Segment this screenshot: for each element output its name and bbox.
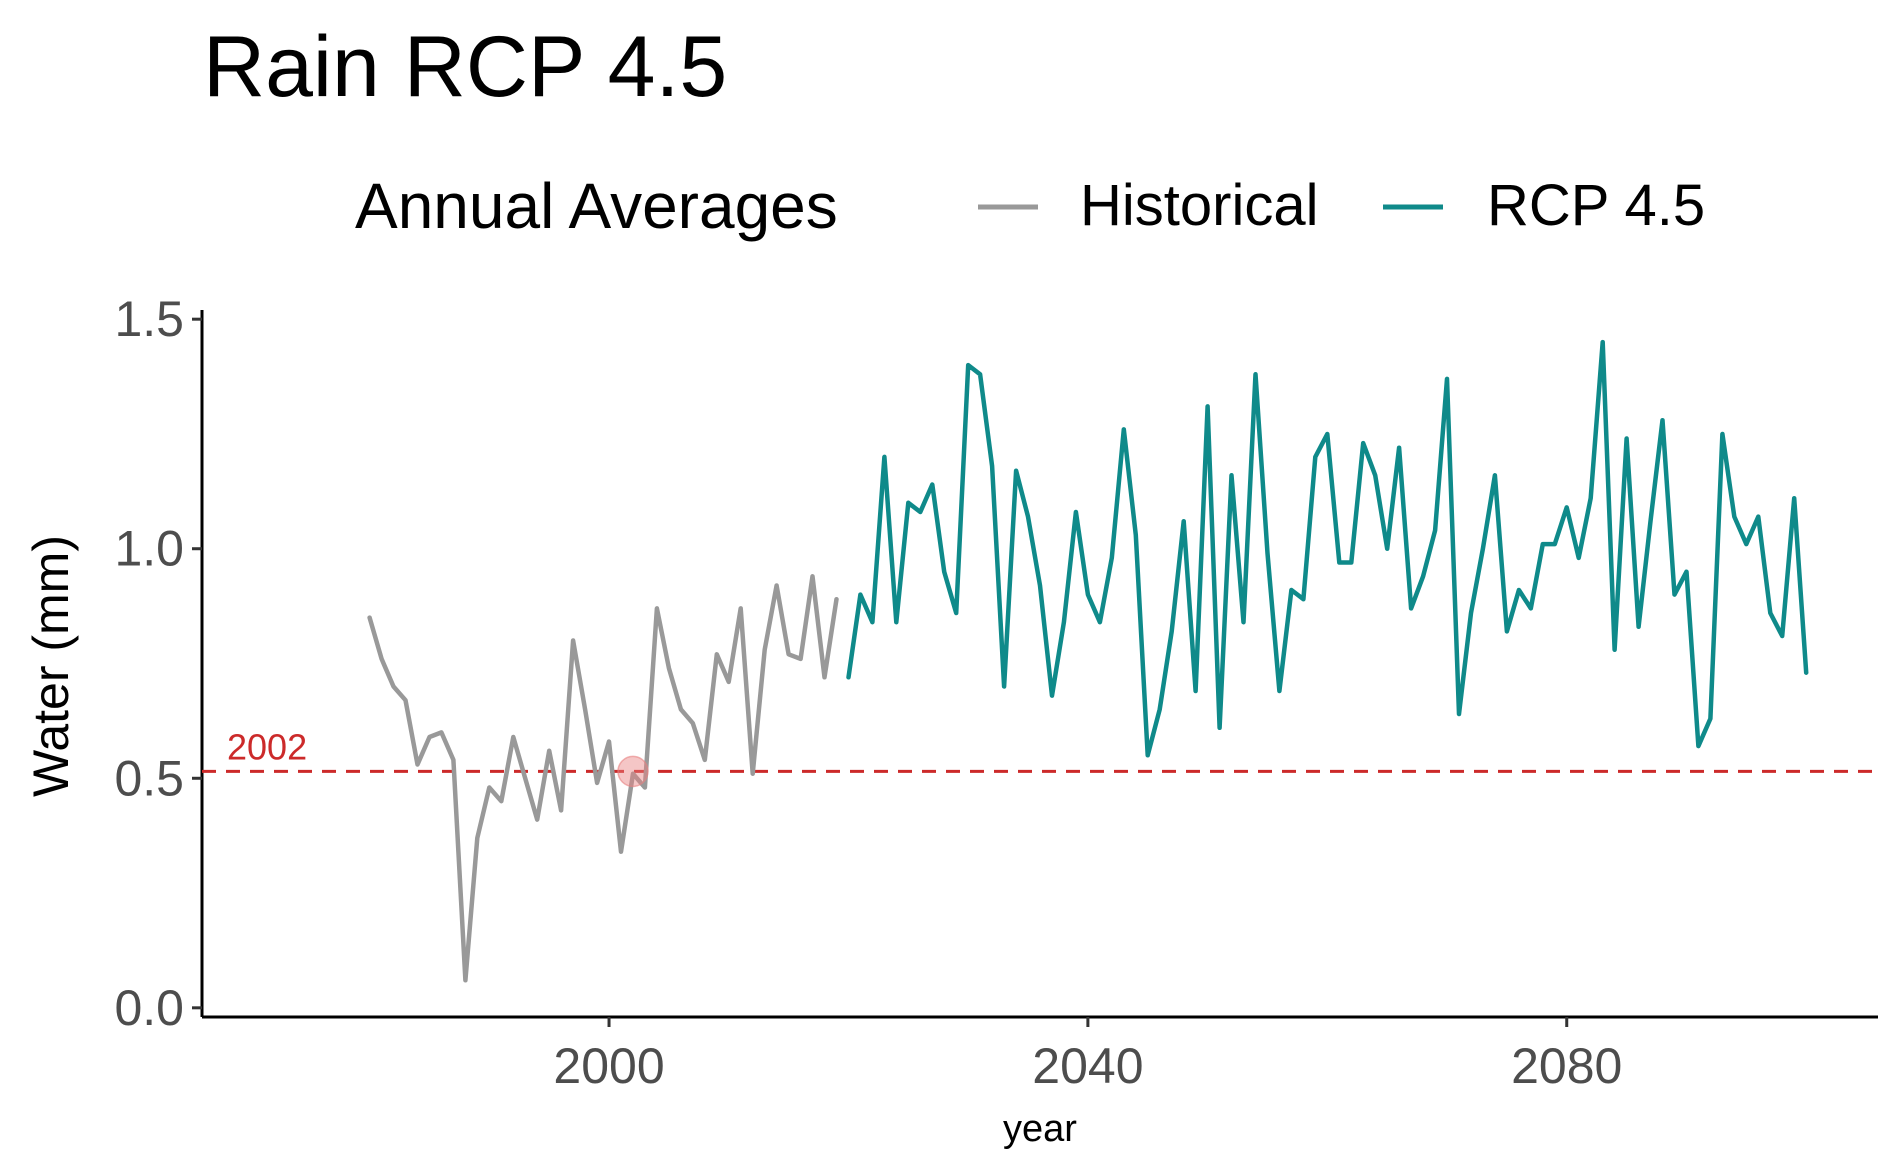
chart-title: Rain RCP 4.5 — [203, 19, 727, 115]
legend: Annual Averages Historical RCP 4.5 — [355, 170, 1705, 242]
highlight-point-2002 — [617, 755, 649, 788]
x-axis-title: year — [1003, 1108, 1077, 1150]
y-tick-label: 1.0 — [114, 521, 184, 577]
y-tick-label: 0.0 — [114, 980, 184, 1036]
rcp45-series-line — [846, 339, 1809, 758]
legend-title: Annual Averages — [355, 170, 838, 242]
x-tick-label: 2040 — [1032, 1038, 1143, 1094]
y-axis-title: Water (mm) — [23, 535, 79, 797]
y-tick-label: 0.5 — [114, 750, 184, 806]
y-tick-label: 1.5 — [114, 291, 184, 347]
axes: 0.0 0.5 1.0 1.5 2000 2040 2080 — [114, 291, 1878, 1094]
reference-line-label: 2002 — [227, 726, 307, 767]
x-tick-label: 2080 — [1511, 1038, 1622, 1094]
reference-group: 2002 — [202, 726, 1878, 773]
series-layer — [367, 339, 1809, 983]
legend-label-rcp45: RCP 4.5 — [1487, 173, 1705, 238]
x-tick-label: 2000 — [553, 1038, 664, 1094]
historical-series-line — [367, 574, 839, 983]
legend-label-historical: Historical — [1080, 173, 1319, 238]
